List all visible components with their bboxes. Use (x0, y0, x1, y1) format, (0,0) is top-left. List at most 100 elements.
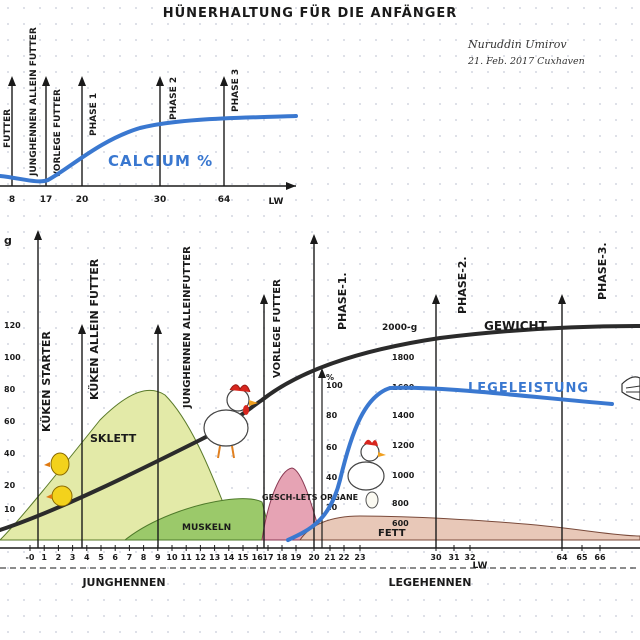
stage-divider-arrowheads (78, 234, 566, 334)
calcium-tick-64: 64 (218, 195, 231, 205)
weight-scale-800: 800 (392, 499, 409, 508)
x-tick-right-8: 31 (448, 553, 460, 562)
calcium-label-phase1: PHASE 1 (89, 93, 99, 136)
x-tick-left-8: 8 (141, 553, 147, 562)
percent-scale-60: 60 (326, 443, 338, 452)
x-tick-right-7: 30 (430, 553, 442, 562)
calcium-label-phase2: PHASE 2 (169, 77, 179, 120)
x-tick-left-3: 3 (70, 553, 76, 562)
x-tick-left-12: 12 (195, 553, 206, 562)
percent-scale-20: 20 (326, 503, 338, 512)
area-label-organs: GESCH-LETS ORGANE (262, 493, 358, 502)
percent-arrowhead (318, 368, 326, 378)
left-scale-100: 100 (4, 353, 21, 362)
x-tick-right-2: 19 (290, 553, 302, 562)
x-tick-right-4: 21 (324, 553, 336, 562)
percent-scale-40: 40 (326, 473, 338, 482)
left-scale-60: 60 (4, 417, 16, 426)
stage-label-kueken-starter: KÜKEN STARTER (39, 331, 53, 432)
fat-area (299, 515, 640, 541)
left-scale-80: 80 (4, 385, 16, 394)
laying-curve-label: LEGELEISTUNG (468, 381, 589, 396)
egg-illustration (365, 491, 379, 509)
x-tick-right-3: 20 (308, 553, 320, 562)
x-tick-left-14: 14 (223, 553, 235, 562)
left-scale-20: 20 (4, 481, 16, 490)
calcium-label-junghennen: JUNGHENNEN ALLEIN FUTTER (29, 27, 39, 177)
calcium-tick-30: 30 (154, 195, 167, 205)
main-x-unit: LW (473, 561, 488, 571)
flying-hen-illustration (621, 376, 640, 401)
area-label-fat: FETT (378, 528, 406, 539)
rooster-illustration (203, 384, 258, 459)
x-tick-left-11: 11 (181, 553, 193, 562)
weight-scale-1800: 1800 (392, 353, 415, 362)
weight-scale-1400: 1400 (392, 411, 415, 420)
x-tick-left-2: 2 (56, 553, 62, 562)
left-scale-120: 120 (4, 321, 21, 330)
weight-scale-1200: 1200 (392, 441, 415, 450)
calcium-divider-arrowheads (8, 76, 228, 86)
calcium-x-unit: LW (269, 197, 284, 207)
x-tick-right-6: 23 (354, 553, 365, 562)
x-tick-left-15: 15 (237, 553, 249, 562)
x-tick-left-9: 9 (155, 553, 161, 562)
muscle-area (123, 498, 273, 541)
period-label-legehennen: LEGEHENNEN (389, 576, 472, 589)
left-scale-unit: g (4, 234, 12, 247)
x-tick-left-16: 16 (252, 553, 264, 562)
x-tick-right-11: 65 (576, 553, 588, 562)
stage-label-junghennen: JUNGHENNEN ALLEINFUTTER (182, 246, 193, 409)
calcium-label-futter: FUTTER (3, 109, 13, 148)
weight-curve-label: GEWICHT (484, 319, 548, 333)
laying-curve (286, 385, 614, 542)
x-tick-right-9: 32 (464, 553, 475, 562)
percent-scale-unit: % (326, 373, 334, 382)
area-label-muscle: MUSKELN (182, 523, 231, 533)
left-scale-10: 10 (4, 505, 16, 514)
x-tick-left-0: -0 (26, 553, 35, 562)
weight-scale-600: 600 (392, 519, 409, 528)
calcium-tick-17: 17 (40, 195, 53, 205)
stage-label-kueken-allein: KÜKEN ALLEIN FUTTER (87, 258, 101, 400)
period-label-junghennen: JUNGHENNEN (81, 576, 165, 589)
x-tick-left-6: 6 (112, 553, 118, 562)
x-tick-right-0: 17 (262, 553, 273, 562)
author-name: Nuruddin Umirov (467, 38, 567, 51)
stage-label-phase3: PHASE-3. (596, 242, 609, 300)
left-scale-40: 40 (4, 449, 16, 458)
x-tick-left-7: 7 (127, 553, 133, 562)
x-tick-right-1: 18 (276, 553, 288, 562)
calcium-tick-8: 8 (9, 195, 15, 205)
stage-dividers (81, 240, 563, 548)
x-ticks-right: 17 18 19 20 21 22 23 30 31 32 64 65 66 (262, 545, 606, 562)
x-tick-right-5: 22 (338, 553, 349, 562)
percent-scale-labels: % 100 80 60 40 20 (326, 373, 343, 512)
percent-scale-100: 100 (326, 381, 343, 390)
area-label-skeleton: SKLETT (90, 432, 137, 445)
stage-label-phase1: PHASE-1. (336, 272, 349, 330)
x-ticks-left: -0 1 2 3 4 5 6 7 8 9 10 11 12 13 14 15 16 (26, 545, 264, 562)
percent-scale-80: 80 (326, 411, 338, 420)
left-y-arrowhead (34, 230, 42, 240)
diagram-title: HÜNERHALTUNG FÜR DIE ANFÄNGER (163, 5, 458, 21)
weight-curve (0, 324, 640, 532)
weight-scale-1000: 1000 (392, 471, 415, 480)
left-scale-labels: g 120 100 80 60 40 20 10 (4, 234, 21, 514)
calcium-label-phase3: PHASE 3 (231, 69, 241, 112)
calcium-tick-20: 20 (76, 195, 89, 205)
x-tick-right-10: 64 (556, 553, 568, 562)
main-chart: SKLETT MUSKELN GESCH-LETS ORGANE FETT g … (0, 230, 640, 569)
x-tick-left-5: 5 (98, 553, 104, 562)
calcium-chart: FUTTER JUNGHENNEN ALLEIN FUTTER VORLEGE … (0, 27, 298, 207)
x-tick-left-10: 10 (166, 553, 178, 562)
weight-scale-labels: 2000-g 1800 1600 1400 1200 1000 800 600 (382, 323, 417, 528)
x-tick-left-13: 13 (209, 553, 220, 562)
stage-label-phase2: PHASE-2. (456, 256, 469, 314)
hen-illustration (347, 439, 386, 509)
calcium-label-vorlege: VORLEGE FUTTER (53, 89, 63, 178)
weight-scale-2000: 2000-g (382, 323, 417, 333)
calcium-curve-label: CALCIUM % (108, 152, 213, 170)
